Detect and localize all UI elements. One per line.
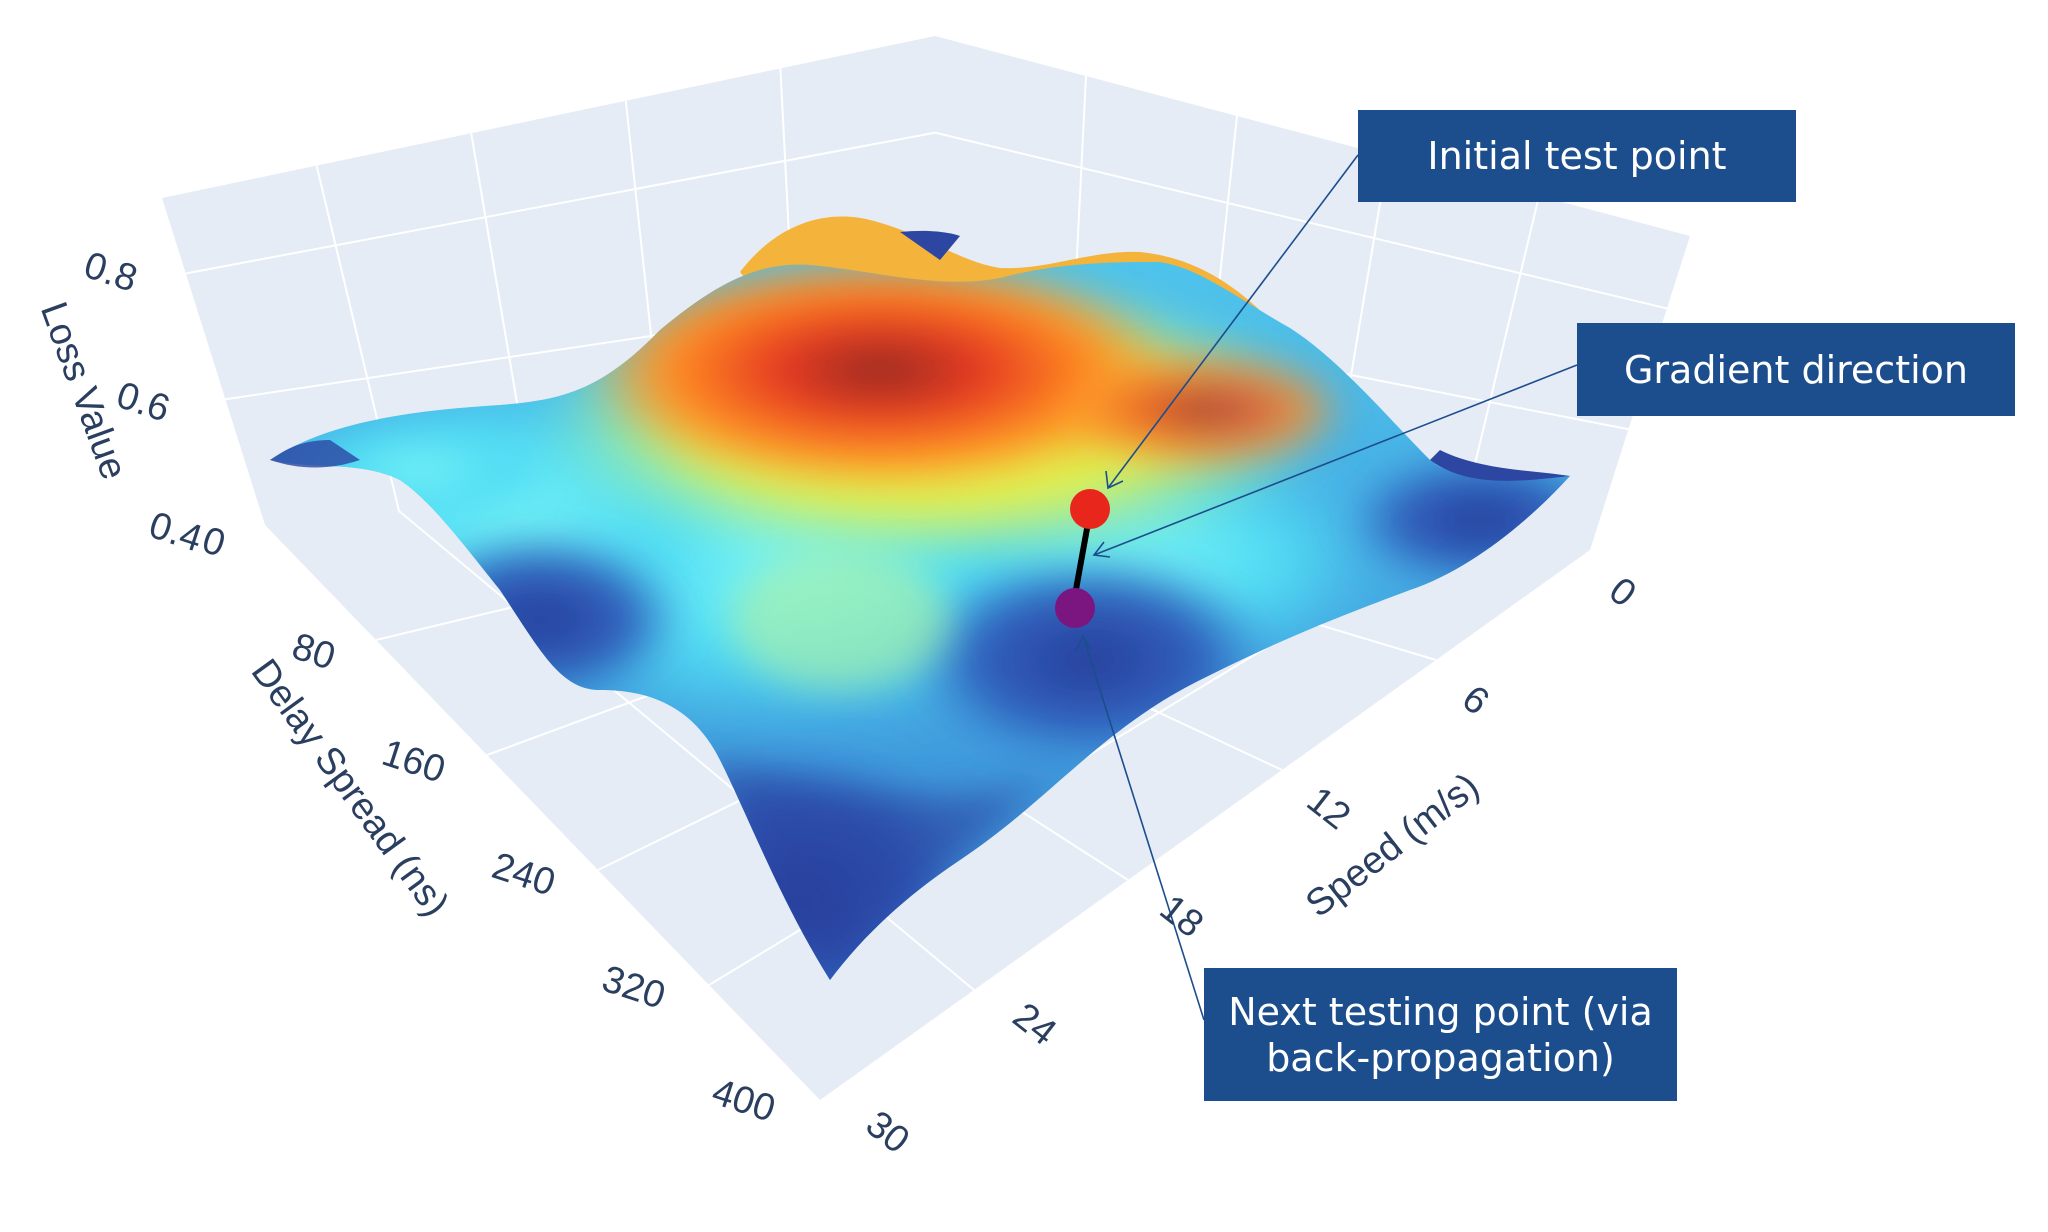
x-ticks-label: 18: [1152, 887, 1211, 946]
y-ticks-label: 400: [707, 1071, 780, 1131]
y-ticks-label: 160: [377, 732, 450, 792]
next-point-label-line1: Next testing point (via: [1228, 989, 1653, 1034]
surface-right-edge: [1430, 450, 1570, 481]
annotation-arrows: [1075, 154, 1578, 1021]
initial-test-point-marker: [1070, 489, 1110, 529]
y-axis-title: Delay Spread (ns): [243, 652, 457, 924]
z-ticks-label: 0.4: [144, 504, 207, 560]
y-ticks-label: 320: [597, 958, 670, 1018]
z-ticks-label: 0.8: [79, 244, 142, 300]
x-ticks-label: 24: [1005, 995, 1064, 1054]
y-ticks-label: 80: [287, 626, 340, 679]
y-ticks-label: 240: [487, 845, 560, 905]
next-testing-point-marker: [1055, 588, 1095, 628]
x-ticks-label: 12: [1299, 779, 1358, 838]
z-ticks-label: 0.6: [111, 374, 174, 430]
gradient-direction-callout: Gradient direction: [1577, 323, 2015, 416]
next-point-label-line2: back-propagation): [1266, 1035, 1615, 1080]
surface-left-edge: [270, 440, 360, 468]
x-ticks-label: 30: [858, 1103, 917, 1162]
initial-test-point-callout: Initial test point: [1358, 110, 1796, 202]
x-ticks-label: 6: [1454, 677, 1497, 723]
next-testing-point-callout: Next testing point (via back-propagation…: [1204, 968, 1677, 1101]
x-ticks-label: 0: [1601, 569, 1644, 615]
